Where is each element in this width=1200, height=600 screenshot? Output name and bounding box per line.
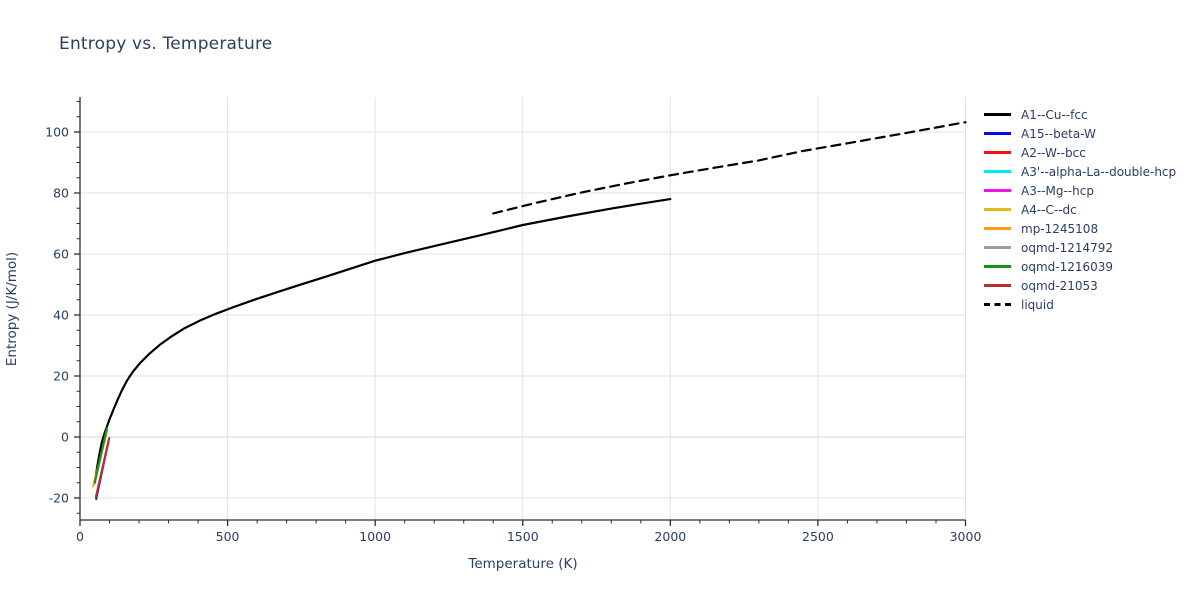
legend-line-swatch — [984, 132, 1011, 135]
legend-line-swatch — [984, 170, 1011, 173]
legend-label: A15--beta-W — [1021, 126, 1096, 141]
legend-item-A1--Cu--fcc[interactable]: A1--Cu--fcc — [984, 105, 1176, 124]
legend-line-swatch — [984, 227, 1011, 230]
legend-item-A15--beta-W[interactable]: A15--beta-W — [984, 124, 1176, 143]
legend-label: A3'--alpha-La--double-hcp — [1021, 164, 1177, 179]
axes — [74, 97, 967, 526]
y-tick-label: 20 — [53, 369, 69, 384]
y-tick-label: 40 — [53, 308, 69, 323]
legend-item-liquid[interactable]: liquid — [984, 295, 1176, 314]
series-A1--Cu--fcc[interactable] — [93, 198, 672, 484]
y-tick-label: -20 — [49, 491, 69, 506]
x-tick-label: 2500 — [802, 529, 834, 544]
x-tick-label: 1000 — [359, 529, 391, 544]
legend-line-swatch — [984, 265, 1011, 268]
y-tick-label: 100 — [45, 125, 69, 140]
legend-line-swatch — [984, 113, 1011, 116]
tick-labels: 0 500 1000 1500 2000 2500 3000 -20 0 20 40 60 80 100 — [45, 125, 981, 545]
y-tick-label: 80 — [53, 186, 69, 201]
legend-line-swatch — [984, 246, 1011, 249]
legend-item-mp-1245108[interactable]: mp-1245108 — [984, 219, 1176, 238]
series-liquid[interactable] — [492, 121, 967, 215]
legend-item-A4--C--dc[interactable]: A4--C--dc — [984, 200, 1176, 219]
series-oqmd-21053[interactable] — [95, 437, 110, 498]
x-tick-label: 0 — [76, 529, 84, 544]
x-tick-label: 2000 — [654, 529, 686, 544]
legend-label: oqmd-21053 — [1021, 278, 1098, 293]
legend-line-swatch — [984, 208, 1011, 211]
legend-label: A1--Cu--fcc — [1021, 107, 1088, 122]
x-tick-label: 1500 — [507, 529, 539, 544]
legend: A1--Cu--fcc A15--beta-W A2--W--bcc A3'--alp… — [984, 105, 1176, 314]
chart-title: Entropy vs. Temperature — [59, 34, 273, 54]
gridlines — [80, 97, 966, 520]
legend-item-oqmd-1216039[interactable]: oqmd-1216039 — [984, 257, 1176, 276]
legend-label: oqmd-1216039 — [1021, 259, 1114, 274]
legend-label: mp-1245108 — [1021, 221, 1099, 236]
legend-label: liquid — [1021, 297, 1054, 312]
legend-item-A2--W--bcc[interactable]: A2--W--bcc — [984, 143, 1176, 162]
legend-item-A3'--alpha-La--double-hcp[interactable]: A3'--alpha-La--double-hcp — [984, 162, 1176, 181]
x-axis-title: Temperature (K) — [468, 556, 578, 572]
x-tick-label: 500 — [216, 529, 240, 544]
series-lines — [92, 121, 967, 500]
legend-item-A3--Mg--hcp[interactable]: A3--Mg--hcp — [984, 181, 1176, 200]
legend-line-swatch — [984, 284, 1011, 287]
y-axis-title: Entropy (J/K/mol) — [4, 251, 20, 367]
legend-item-oqmd-21053[interactable]: oqmd-21053 — [984, 276, 1176, 295]
y-tick-label: 60 — [53, 247, 69, 262]
legend-line-swatch — [984, 189, 1011, 192]
legend-label: A2--W--bcc — [1021, 145, 1086, 160]
legend-label: A4--C--dc — [1021, 202, 1077, 217]
legend-line-swatch — [984, 303, 1011, 306]
legend-item-oqmd-1214792[interactable]: oqmd-1214792 — [984, 238, 1176, 257]
x-tick-label: 3000 — [950, 529, 982, 544]
legend-label: oqmd-1214792 — [1021, 240, 1114, 255]
legend-label: A3--Mg--hcp — [1021, 183, 1094, 198]
series-oqmd-1216039[interactable] — [93, 426, 108, 484]
y-tick-label: 0 — [61, 430, 69, 445]
legend-line-swatch — [984, 151, 1011, 154]
